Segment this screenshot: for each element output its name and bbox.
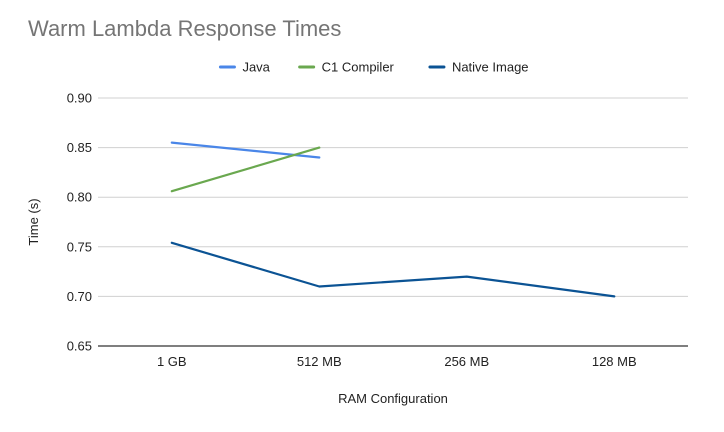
- y-axis-label: Time (s): [26, 198, 41, 245]
- series-lines: [170, 141, 616, 298]
- y-tick-label: 0.80: [67, 190, 92, 205]
- gridlines: [98, 97, 688, 347]
- legend: Java C1 Compiler Native Image: [218, 60, 529, 75]
- legend-label: C1 Compiler: [322, 60, 395, 75]
- x-tick-label: 256 MB: [444, 354, 489, 369]
- y-tick-label: 0.90: [67, 91, 92, 106]
- x-tick-label: 512 MB: [297, 354, 342, 369]
- legend-item-c1-compiler: C1 Compiler: [298, 60, 395, 75]
- series-line-c1-compiler: [170, 146, 321, 193]
- series-line-native-image: [170, 241, 616, 298]
- x-axis-label: RAM Configuration: [338, 391, 448, 406]
- y-tick-label: 0.70: [67, 289, 92, 304]
- y-tick-label: 0.65: [67, 339, 92, 354]
- x-tick-label: 128 MB: [592, 354, 637, 369]
- y-tick-label: 0.75: [67, 239, 92, 254]
- x-tick-label: 1 GB: [157, 354, 187, 369]
- legend-item-native-image: Native Image: [428, 60, 529, 75]
- y-axis-ticks: 0.65 0.70 0.75 0.80 0.85 0.90: [67, 91, 92, 354]
- legend-label: Java: [242, 60, 270, 75]
- x-axis-ticks: 1 GB 512 MB 256 MB 128 MB: [157, 354, 637, 369]
- legend-item-java: Java: [218, 60, 271, 75]
- y-tick-label: 0.85: [67, 140, 92, 155]
- chart-title: Warm Lambda Response Times: [28, 16, 342, 41]
- legend-label: Native Image: [452, 60, 529, 75]
